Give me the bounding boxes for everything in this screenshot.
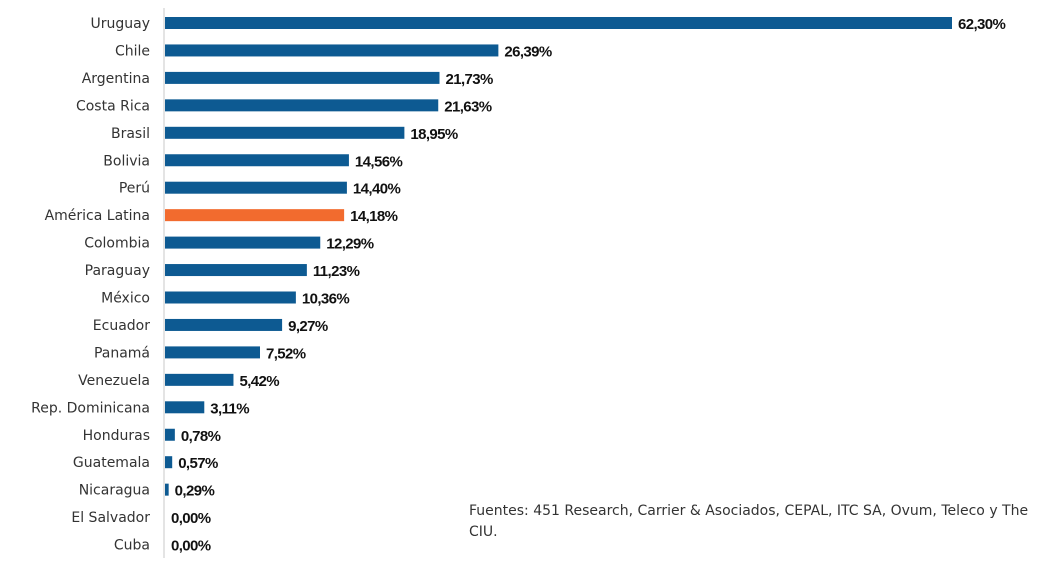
- value-label-honduras: 0,78%: [181, 428, 221, 445]
- bar-venezuela: [165, 373, 234, 386]
- value-label-uruguay: 62,30%: [958, 16, 1006, 33]
- value-label-colombia: 12,29%: [326, 236, 374, 253]
- category-label-honduras: Honduras: [83, 428, 150, 444]
- bar-chile: [165, 44, 499, 57]
- bar-america-latina: [165, 209, 345, 222]
- category-label-paraguay: Paraguay: [85, 263, 150, 279]
- value-labels-group: 62,30% 26,39% 21,73% 21,63% 18,95% 14,56% 14,4…: [171, 16, 1006, 555]
- value-label-panama: 7,52%: [266, 345, 306, 362]
- category-label-cuba: Cuba: [114, 538, 150, 554]
- value-label-argentina: 21,73%: [446, 71, 494, 88]
- bar-mexico: [165, 291, 296, 304]
- category-label-colombia: Colombia: [84, 236, 150, 252]
- value-label-bolivia: 14,56%: [355, 153, 403, 170]
- bar-guatemala: [165, 456, 173, 469]
- category-label-guatemala: Guatemala: [73, 455, 150, 471]
- bar-rep-dominicana: [165, 401, 205, 414]
- category-label-el-salvador: El Salvador: [71, 510, 150, 526]
- value-label-nicaragua: 0,29%: [175, 483, 215, 500]
- value-label-paraguay: 11,23%: [313, 263, 360, 280]
- value-label-mexico: 10,36%: [302, 291, 350, 308]
- value-label-costa-rica: 21,63%: [444, 98, 492, 115]
- bar-uruguay: [165, 17, 952, 29]
- category-label-chile: Chile: [115, 43, 150, 59]
- bar-ecuador: [165, 318, 283, 331]
- category-label-venezuela: Venezuela: [78, 373, 150, 389]
- category-label-nicaragua: Nicaragua: [79, 483, 150, 499]
- category-label-peru: Perú: [119, 181, 150, 197]
- category-label-ecuador: Ecuador: [93, 318, 150, 334]
- value-label-brasil: 18,95%: [410, 126, 458, 143]
- bar-paraguay: [165, 264, 307, 277]
- value-label-guatemala: 0,57%: [178, 455, 218, 472]
- bar-argentina: [165, 71, 440, 84]
- value-label-chile: 26,39%: [504, 43, 552, 60]
- value-label-ecuador: 9,27%: [288, 318, 328, 335]
- bar-costa-rica: [165, 99, 439, 112]
- bar-nicaragua: [165, 483, 169, 496]
- bar-peru: [165, 181, 347, 194]
- value-label-venezuela: 5,42%: [239, 373, 279, 390]
- category-label-brasil: Brasil: [111, 126, 150, 142]
- category-label-mexico: México: [101, 291, 150, 307]
- category-label-bolivia: Bolivia: [103, 153, 150, 169]
- value-label-rep-dominicana: 3,11%: [210, 400, 249, 417]
- bars-group: [165, 17, 952, 496]
- category-label-panama: Panamá: [94, 345, 150, 361]
- category-label-uruguay: Uruguay: [91, 16, 151, 32]
- bar-bolivia: [165, 154, 349, 167]
- value-label-cuba: 0,00%: [171, 538, 211, 555]
- category-label-america-latina: América Latina: [45, 208, 150, 224]
- category-labels-group: Uruguay Chile Argentina Costa Rica Brasil Bol…: [31, 16, 150, 554]
- value-label-el-salvador: 0,00%: [171, 510, 211, 527]
- bar-colombia: [165, 236, 321, 249]
- bar-honduras: [165, 428, 175, 441]
- bar-brasil: [165, 126, 405, 139]
- bar-panama: [165, 346, 260, 359]
- category-label-rep-dominicana: Rep. Dominicana: [31, 400, 150, 416]
- source-note: Fuentes: 451 Research, Carrier & Asociad…: [469, 503, 1029, 540]
- category-label-argentina: Argentina: [82, 71, 150, 87]
- value-label-america-latina: 14,18%: [350, 208, 398, 225]
- value-label-peru: 14,40%: [353, 181, 401, 198]
- category-label-costa-rica: Costa Rica: [76, 98, 150, 114]
